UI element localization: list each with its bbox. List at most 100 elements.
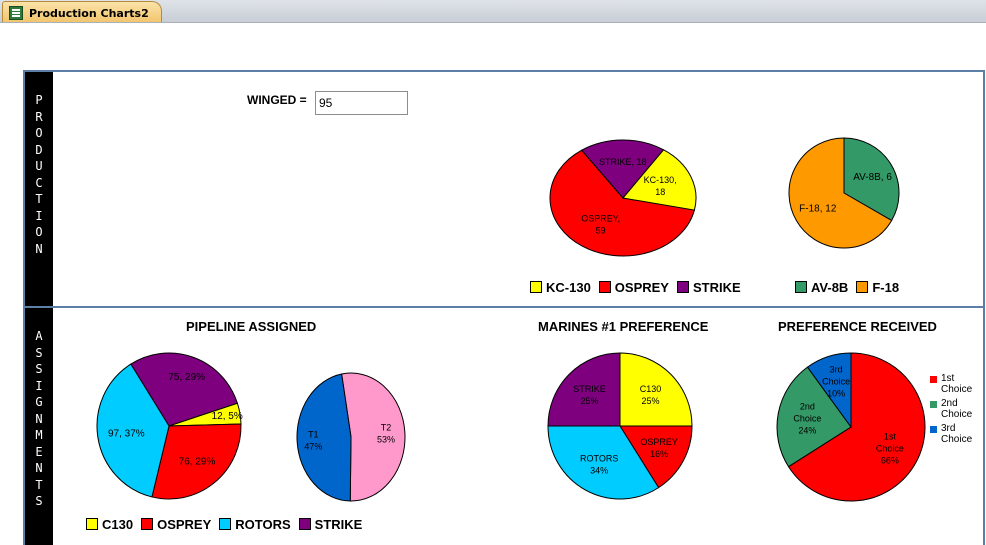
production-band-letter: N	[35, 241, 43, 256]
marines-preference-data-label: ROTORS 34%	[580, 453, 618, 475]
assignments-band-letter: S	[35, 362, 43, 376]
assignments-band-letter: I	[35, 378, 43, 393]
legend-label: 2nd Choice	[941, 398, 973, 420]
legend-swatch	[795, 281, 807, 293]
pipeline-t-data-label: T2 53%	[377, 423, 395, 445]
form-icon	[9, 6, 23, 20]
legend-label: KC-130	[546, 279, 591, 295]
marines-preference-pie-chart: C130 25% OSPREY 16% ROTORS 34% STRIKE 25%	[547, 352, 693, 500]
assignments-band-letter: E	[35, 444, 43, 459]
pipeline-assigned-data-label: 97, 37%	[108, 428, 145, 439]
production-av8b-f18-pie-chart: AV-8B, 6 F-18, 12	[788, 137, 900, 249]
received-legend-item: 2nd Choice	[930, 398, 980, 420]
pipeline-t-slice-t1	[296, 373, 352, 502]
production-main-data-label: KC-130, 18	[644, 175, 677, 197]
pipeline-legend-item: OSPREY	[141, 517, 211, 532]
production-main-data-label: OSPREY, 59	[581, 214, 620, 236]
legend-swatch	[598, 281, 611, 293]
production-main-slice-kc-130	[622, 149, 697, 211]
preference-received-slice-3rd-choice	[806, 352, 852, 429]
production-ab-slice-f-18	[788, 137, 893, 249]
preference-received-pie-chart: 1st Choice 66% 2nd Choice 24%3rd Choice 10%	[776, 352, 926, 502]
legend-swatch	[676, 281, 689, 293]
assignments-band-letter: N	[35, 461, 43, 475]
legend-label: F-18	[872, 279, 900, 295]
assignments-band-letter: A	[35, 329, 43, 343]
legend-swatch	[930, 376, 937, 383]
pipeline-t-data-label: T1 47%	[304, 430, 322, 452]
production-main-data-label: STRIKE, 18	[599, 157, 647, 167]
legend-label: ROTORS	[235, 516, 291, 532]
preference-received-legend: 1st Choice 2nd Choice 3rd Choice	[930, 373, 980, 448]
marines-preference-data-label: STRIKE 25%	[573, 384, 606, 406]
production-ab-data-label: AV-8B, 6	[853, 172, 892, 183]
production-band-letter: D	[35, 142, 43, 157]
legend-swatch	[856, 281, 869, 293]
production-legend-item: KC-130	[530, 280, 591, 295]
legend-label: OSPREY	[614, 279, 669, 295]
preference-received-data-label: 2nd Choice 24%	[793, 402, 821, 436]
pipeline-legend-item: STRIKE	[298, 516, 363, 532]
pipeline-assigned-data-label: 75, 29%	[168, 372, 205, 383]
legend-label: AV-8B	[811, 279, 849, 295]
marines-preference-slice-osprey	[619, 425, 693, 489]
legend-label: 1st Choice	[941, 373, 973, 395]
pipeline-t-slice-t2	[341, 372, 406, 502]
assignments-band-letter: N	[35, 411, 43, 426]
marines-preference-slice-c130	[619, 352, 693, 427]
production-ab-legend-item: F-18	[856, 280, 899, 295]
production-band-letter: R	[35, 109, 43, 124]
marines-preference-slice-rotors	[547, 425, 660, 500]
production-legend-item: STRIKE	[676, 280, 741, 295]
assignments-band-letter: M	[35, 428, 43, 442]
production-legend-item: OSPREY	[598, 279, 669, 295]
legend-swatch	[930, 426, 937, 433]
legend-swatch	[298, 518, 311, 530]
pipeline-legend: C130 OSPREY ROTORS STRIKE	[86, 516, 370, 532]
marines-preference-data-label: OSPREY 16%	[640, 437, 678, 459]
legend-swatch	[86, 518, 98, 530]
winged-input[interactable]: 95	[315, 91, 408, 115]
production-ab-slice-av-8b	[843, 137, 900, 222]
production-ab-legend-item: AV-8B	[795, 280, 848, 295]
production-band-letter: I	[35, 208, 43, 223]
assignments-band-letter: S	[35, 494, 43, 508]
tab-production-charts2[interactable]: Production Charts2	[2, 1, 162, 22]
production-band-letter: U	[35, 159, 43, 173]
marines-preference-data-label: C130 25%	[640, 384, 662, 406]
pipeline-assigned-data-label: 12, 5%	[212, 411, 243, 422]
pipeline-t1-t2-pie-chart: T2 53% T1 47%	[296, 372, 406, 502]
legend-label: STRIKE	[314, 516, 363, 532]
production-ab-legend: AV-8B F-18	[795, 279, 907, 295]
pipeline-assigned-data-label: 76, 29%	[179, 457, 216, 468]
preference-received-slice-1st-choice	[787, 352, 926, 502]
production-legend: KC-130 OSPREY STRIKE	[530, 279, 749, 295]
legend-label: OSPREY	[157, 516, 212, 532]
preference-received-data-label: 3rd Choice 10%	[822, 364, 850, 398]
legend-swatch	[141, 518, 154, 530]
legend-swatch	[930, 401, 937, 408]
production-main-slice-strike	[580, 139, 665, 199]
pipeline-assigned-title: PIPELINE ASSIGNED	[186, 319, 317, 334]
document-tab-bar: Production Charts2	[0, 0, 986, 23]
winged-label: WINGED =	[247, 93, 307, 107]
pipeline-assigned-slice-strike	[130, 352, 239, 427]
legend-label: C130	[102, 516, 134, 532]
production-band-letter: O	[35, 225, 43, 239]
legend-swatch	[530, 281, 542, 293]
legend-label: 3rd Choice	[941, 423, 973, 445]
received-legend-item: 1st Choice	[930, 373, 980, 395]
received-legend-item: 3rd Choice	[930, 423, 980, 445]
pipeline-assigned-slice-rotors	[96, 363, 170, 498]
pipeline-legend-item: ROTORS	[219, 516, 291, 532]
production-band-letter: O	[35, 126, 43, 140]
assignments-band-letter: S	[35, 345, 43, 360]
production-main-slice-osprey	[549, 149, 696, 257]
production-band-letter: C	[35, 175, 43, 190]
production-band-letter: P	[35, 93, 43, 107]
marines-preference-slice-strike	[547, 352, 621, 427]
pipeline-legend-item: C130	[86, 517, 133, 532]
pipeline-assigned-slice-osprey	[151, 423, 242, 500]
